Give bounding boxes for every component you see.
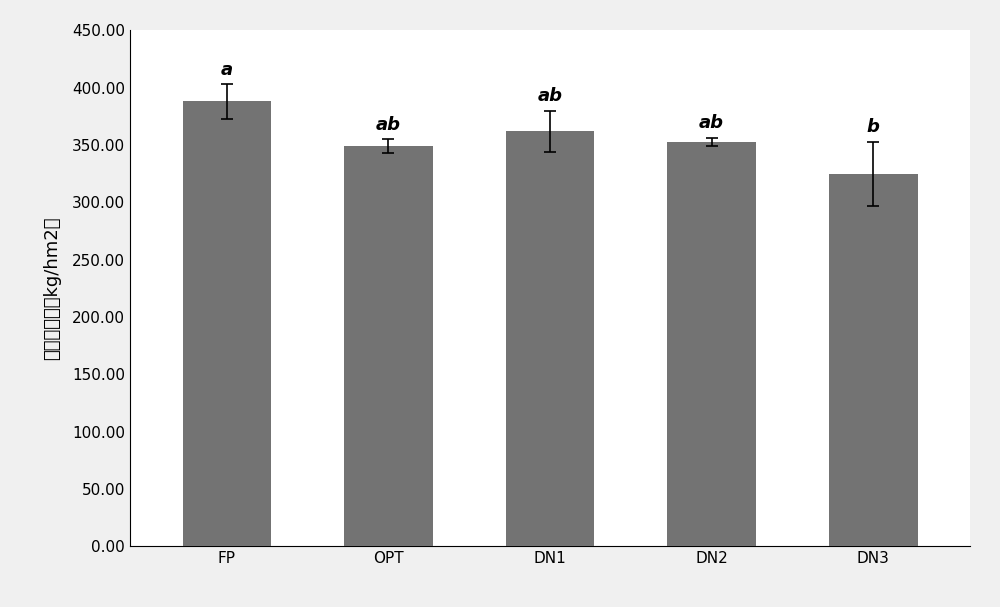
Y-axis label: 全氮淋失量（kg/hm2）: 全氮淋失量（kg/hm2） xyxy=(43,217,61,360)
Text: ab: ab xyxy=(376,115,401,134)
Bar xyxy=(667,141,756,546)
Text: ab: ab xyxy=(699,114,724,132)
Text: ab: ab xyxy=(538,87,563,105)
Bar xyxy=(506,131,594,546)
Bar xyxy=(182,101,271,546)
Bar xyxy=(344,146,433,546)
Bar xyxy=(829,174,918,546)
Text: b: b xyxy=(867,118,880,136)
Text: a: a xyxy=(221,61,233,78)
